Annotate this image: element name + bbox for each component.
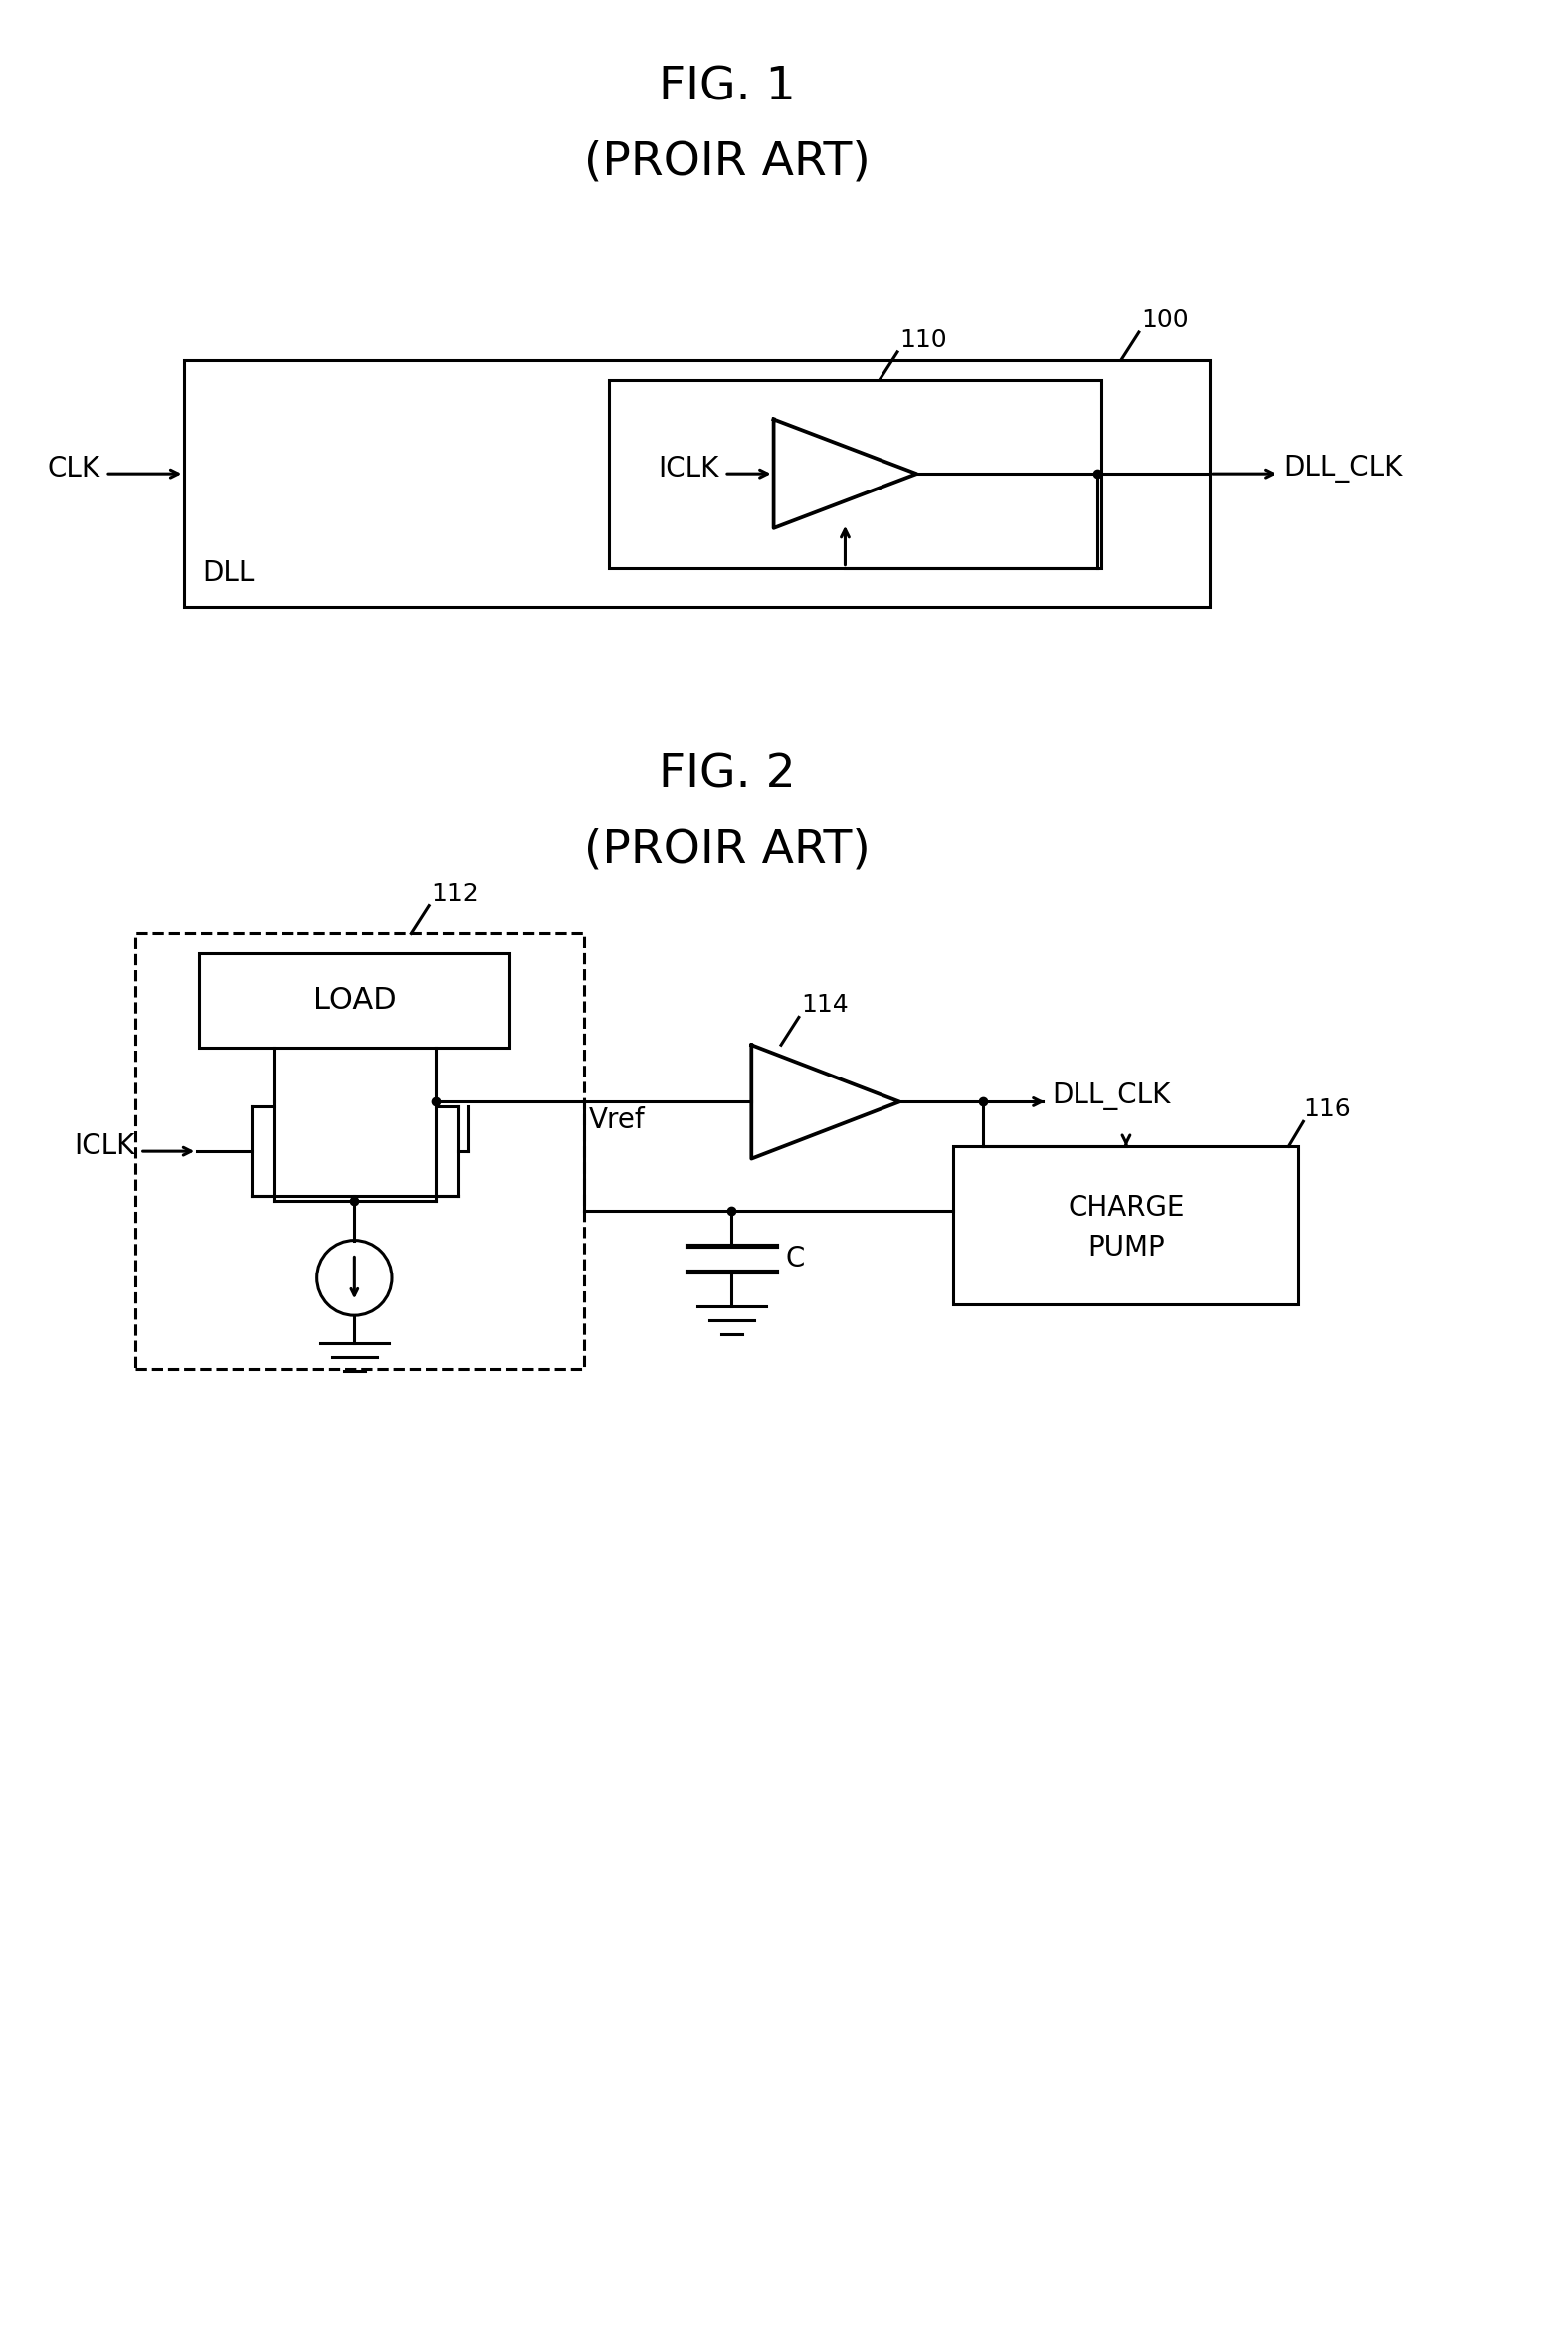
Text: CLK: CLK [47,456,100,482]
Bar [608,381,1102,569]
Text: DLL: DLL [202,559,254,588]
Text: 112: 112 [431,881,478,907]
Text: FIG. 1: FIG. 1 [659,66,795,110]
Text: (PROIR ART): (PROIR ART) [583,827,870,872]
Text: CHARGE: CHARGE [1068,1194,1185,1222]
Bar [135,933,583,1368]
Text: C: C [786,1246,806,1271]
Text: 116: 116 [1303,1097,1352,1121]
Text: PUMP: PUMP [1088,1234,1165,1262]
Text: 100: 100 [1142,308,1189,331]
Text: FIG. 2: FIG. 2 [659,752,795,797]
Bar [185,360,1210,606]
Text: (PROIR ART): (PROIR ART) [583,139,870,186]
Text: 110: 110 [900,329,947,352]
Text: ICLK: ICLK [659,456,720,482]
Text: DLL_CLK: DLL_CLK [1052,1083,1171,1112]
Bar [199,954,510,1048]
Text: ICLK: ICLK [74,1133,135,1161]
Text: LOAD: LOAD [314,987,397,1015]
Text: 114: 114 [801,994,848,1018]
Text: Vref: Vref [588,1107,644,1135]
Text: DLL_CLK: DLL_CLK [1284,456,1403,482]
Bar [953,1147,1298,1304]
